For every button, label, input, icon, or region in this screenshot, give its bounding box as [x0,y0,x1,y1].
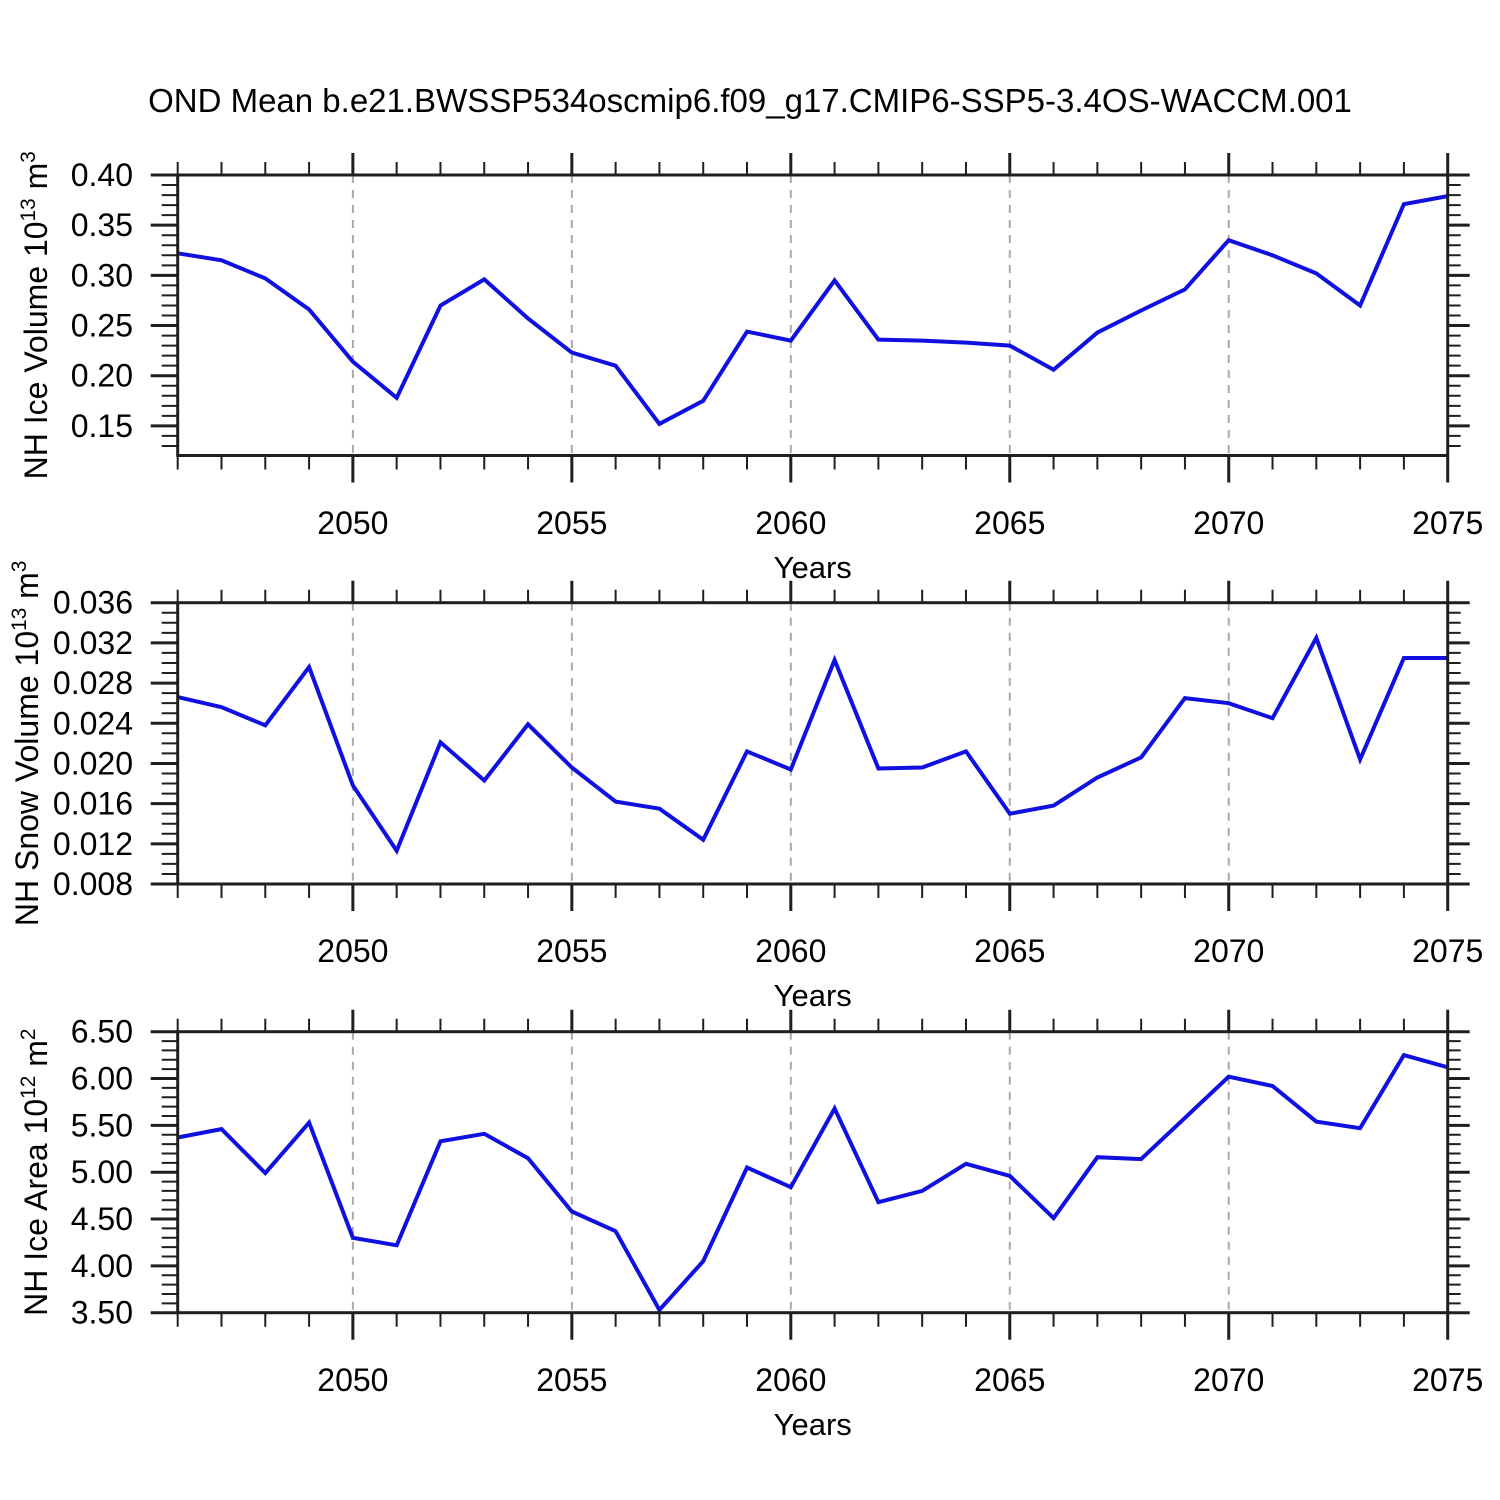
chart-2-xtick-label-2055: 2055 [536,933,607,969]
chart-1-ytick-label-0.30: 0.30 [71,257,133,293]
chart-2-xtick-label-2065: 2065 [974,933,1045,969]
chart-3-xtick-label-2065: 2065 [974,1362,1045,1398]
chart-3-xtick-label-2055: 2055 [536,1362,607,1398]
chart-2-ticks-major [150,580,1470,911]
chart-2-ytick-label-0.036: 0.036 [53,585,133,621]
chart-2-box [176,601,1450,886]
chart-2-ytick-label-0.008: 0.008 [53,866,133,902]
chart-3-ticks-minor [161,1018,1461,1327]
chart-3-xtick-label-2075: 2075 [1412,1362,1483,1398]
chart-1: 0.15 0.20 0.25 0.30 0.35 0.40 2050 2055 2060 2065… [17,151,1483,585]
figure-title: OND Mean b.e21.BWSSP534oscmip6.f09_g17.C… [148,82,1352,119]
chart-1-ytick-label-0.40: 0.40 [71,157,133,193]
chart-1-ticks-major [150,153,1470,483]
chart-3-ytick-label-6.50: 6.50 [71,1014,133,1050]
chart-3-ytick-label-4.00: 4.00 [71,1248,133,1284]
chart-3-yaxis-title: NH Ice Area 1012 m2 [17,1029,54,1316]
chart-1-xtick-label-2070: 2070 [1193,505,1264,541]
chart-3-data-line [177,1052,1449,1314]
chart-2-ytick-label-0.028: 0.028 [53,665,133,701]
chart-2-ytick-label-0.024: 0.024 [53,705,133,741]
chart-3: 3.50 4.00 4.50 5.00 5.50 6.00 6.50 2050 2055 2060… [17,1009,1483,1442]
chart-3-box [176,1030,1450,1315]
chart-1-xtick-label-2060: 2060 [755,505,826,541]
chart-1-data-line [177,194,1449,427]
chart-2-ytick-label-0.032: 0.032 [53,625,133,661]
chart-2-yaxis-title: NH Snow Volume 1013 m3 [8,561,45,927]
chart-3-xtick-label-2060: 2060 [755,1362,826,1398]
chart-3-ytick-label-5.50: 5.50 [71,1107,133,1143]
chart-2-ytick-label-0.012: 0.012 [53,826,133,862]
chart-2-xaxis-title: Years [774,978,852,1013]
chart-3-xaxis-title: Years [774,1407,852,1442]
chart-2-xtick-label-2060: 2060 [755,933,826,969]
chart-3-ytick-label-3.50: 3.50 [71,1295,133,1331]
chart-2-data-line [177,633,1448,856]
chart-1-xtick-label-2050: 2050 [317,505,388,541]
chart-1-ytick-label-0.15: 0.15 [71,408,133,444]
chart-1-xtick-label-2075: 2075 [1412,505,1483,541]
chart-3-xtick-label-2070: 2070 [1193,1362,1264,1398]
chart-2-xtick-label-2050: 2050 [317,933,388,969]
chart-2-xtick-label-2070: 2070 [1193,933,1264,969]
chart-1-xtick-label-2065: 2065 [974,505,1045,541]
chart-1-ytick-label-0.25: 0.25 [71,308,133,344]
chart-3-ytick-label-6.00: 6.00 [71,1061,133,1097]
chart-1-ytick-label-0.20: 0.20 [71,358,133,394]
chart-2-ticks-minor [161,589,1461,898]
chart-3-ticks-major [150,1009,1470,1340]
chart-2-ytick-label-0.020: 0.020 [53,745,133,781]
chart-1-ticks-minor [161,162,1461,470]
chart-2-xtick-label-2075: 2075 [1412,933,1483,969]
chart-1-box [176,173,1450,457]
chart-1-xaxis-title: Years [774,550,852,585]
chart-1-yaxis-title: NH Ice Volume 1013 m3 [17,151,54,479]
chart-3-ytick-label-4.50: 4.50 [71,1201,133,1237]
chart-3-xtick-label-2050: 2050 [317,1362,388,1398]
chart-1-ytick-label-0.35: 0.35 [71,207,133,243]
chart-2: 0.008 0.012 0.016 0.020 0.024 0.028 0.032 0.036… [8,561,1483,1013]
chart-1-xtick-label-2055: 2055 [536,505,607,541]
chart-2-ytick-label-0.016: 0.016 [53,786,133,822]
chart-3-ytick-label-5.00: 5.00 [71,1154,133,1190]
